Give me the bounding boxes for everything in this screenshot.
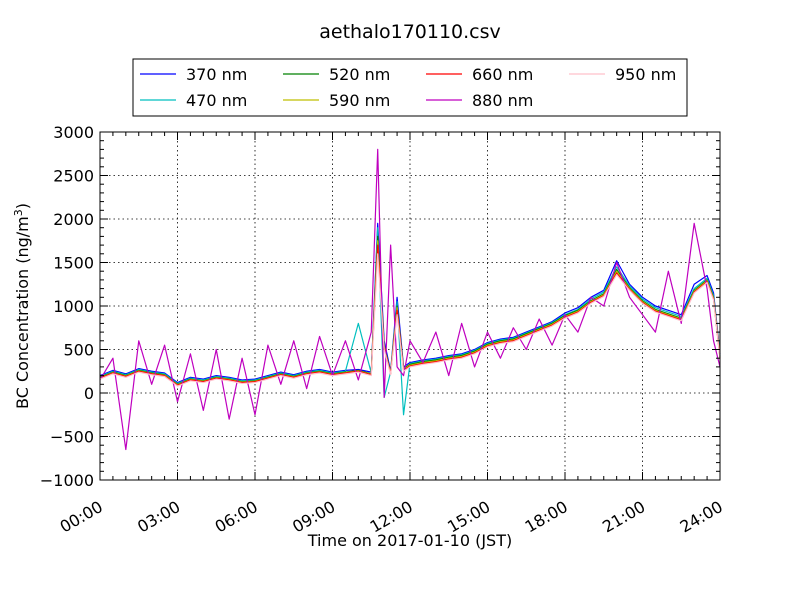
- y-tick-label: 1000: [53, 297, 94, 316]
- legend-label-880-nm: 880 nm: [472, 91, 533, 110]
- y-tick-labels: −1000 −500 0 500 1000 1500 2000 2500 3000: [40, 123, 94, 490]
- series-layer: [99, 148, 721, 451]
- y-tick-label: 3000: [53, 123, 94, 142]
- y-axis-label: BC Concentration (ng/m3): [12, 203, 33, 409]
- legend: 370 nm 470 nm 520 nm 590 nm 660 nm 880 nm 950 …: [132, 58, 688, 117]
- y-tick-label: −1000: [40, 471, 94, 490]
- x-axis-label: Time on 2017-01-10 (JST): [307, 531, 512, 550]
- y-axis-label-main: BC Concentration (ng/m: [13, 216, 32, 409]
- y-tick-label: 1500: [53, 254, 94, 273]
- y-tick-label: 500: [63, 341, 94, 360]
- legend-label-590-nm: 590 nm: [329, 91, 390, 110]
- legend-box: [132, 58, 688, 117]
- y-tick-label: 2000: [53, 210, 94, 229]
- series-line-880-nm: [99, 148, 721, 451]
- y-tick-label: 0: [84, 384, 94, 403]
- y-tick-label: −500: [50, 428, 94, 447]
- legend-label-470-nm: 470 nm: [186, 91, 247, 110]
- legend-label-520-nm: 520 nm: [329, 65, 390, 84]
- series-line-950-nm: [99, 253, 721, 387]
- y-tick-label: 2500: [53, 167, 94, 186]
- chart-title: aethalo170110.csv: [319, 21, 501, 43]
- axis-ticks: [99, 131, 721, 481]
- legend-label-950-nm: 950 nm: [615, 65, 676, 84]
- y-axis-label-close: ): [13, 203, 32, 209]
- y-axis-label-superscript: 3: [12, 209, 25, 216]
- legend-label-660-nm: 660 nm: [472, 65, 533, 84]
- legend-label-370-nm: 370 nm: [186, 65, 247, 84]
